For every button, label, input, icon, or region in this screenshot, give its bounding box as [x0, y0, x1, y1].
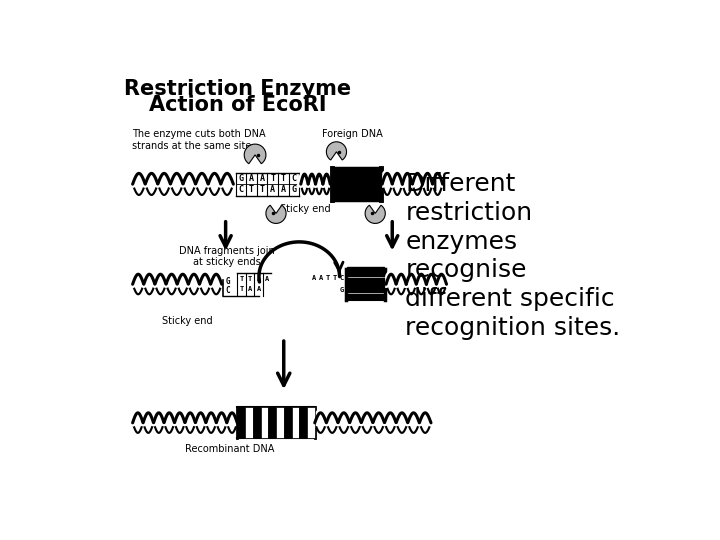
Text: T: T — [281, 174, 286, 183]
Wedge shape — [326, 142, 346, 160]
Bar — [332, 172, 381, 174]
Text: The enzyme cuts both DNA
strands at the same site.: The enzyme cuts both DNA strands at the … — [132, 129, 266, 151]
Text: C: C — [238, 185, 243, 194]
Text: A: A — [281, 185, 286, 194]
Bar — [332, 197, 381, 200]
Bar — [276, 408, 284, 438]
Text: Action of EcoRI: Action of EcoRI — [149, 94, 327, 114]
Bar — [332, 179, 381, 182]
Wedge shape — [365, 205, 385, 224]
Wedge shape — [244, 144, 266, 164]
Bar — [292, 408, 300, 438]
Text: DNA fragments join
at sticky ends: DNA fragments join at sticky ends — [179, 246, 274, 267]
Bar — [332, 186, 381, 189]
Text: Different
restriction
enzymes
recognise
different specific
recognition sites.: Different restriction enzymes recognise … — [405, 172, 621, 340]
Bar — [346, 294, 384, 298]
Text: T: T — [325, 275, 330, 281]
Bar — [332, 176, 381, 178]
Text: A: A — [248, 286, 252, 292]
Text: G: G — [292, 185, 297, 194]
Text: T: T — [333, 275, 337, 281]
Bar — [245, 408, 253, 438]
Text: A: A — [265, 276, 269, 282]
Bar — [261, 408, 269, 438]
Text: A: A — [319, 275, 323, 281]
Text: T: T — [248, 276, 252, 282]
Text: T: T — [239, 286, 243, 292]
Wedge shape — [266, 205, 286, 224]
Bar — [332, 190, 381, 193]
Bar — [300, 408, 307, 438]
Text: C: C — [225, 286, 230, 295]
Bar — [332, 194, 381, 196]
Text: T: T — [249, 185, 254, 194]
Text: A: A — [256, 276, 261, 282]
Text: T: T — [270, 174, 275, 183]
Text: Sticky end: Sticky end — [279, 205, 330, 214]
Bar — [346, 278, 384, 281]
Bar — [332, 183, 381, 185]
Bar — [346, 288, 384, 292]
Bar — [269, 408, 276, 438]
Bar — [346, 283, 384, 287]
Bar — [238, 408, 245, 438]
Bar — [253, 408, 261, 438]
Text: Recombinant DNA: Recombinant DNA — [185, 443, 274, 454]
Bar — [346, 272, 384, 276]
Bar — [307, 408, 315, 438]
Text: A: A — [260, 174, 265, 183]
Text: Restriction Enzyme: Restriction Enzyme — [125, 79, 351, 99]
Text: T: T — [239, 276, 243, 282]
Text: A: A — [249, 174, 254, 183]
Text: C: C — [292, 174, 297, 183]
Text: G: G — [238, 174, 243, 183]
Text: A: A — [270, 185, 275, 194]
Text: C: C — [340, 275, 344, 281]
Text: G: G — [340, 287, 344, 293]
Bar — [284, 408, 292, 438]
Bar — [332, 168, 381, 171]
Text: G: G — [225, 278, 230, 286]
Text: Foreign DNA: Foreign DNA — [322, 129, 382, 139]
Text: A: A — [312, 275, 316, 281]
Text: T: T — [260, 185, 265, 194]
Bar — [346, 267, 384, 271]
Text: Sticky end: Sticky end — [162, 316, 213, 326]
Text: A: A — [256, 286, 261, 292]
